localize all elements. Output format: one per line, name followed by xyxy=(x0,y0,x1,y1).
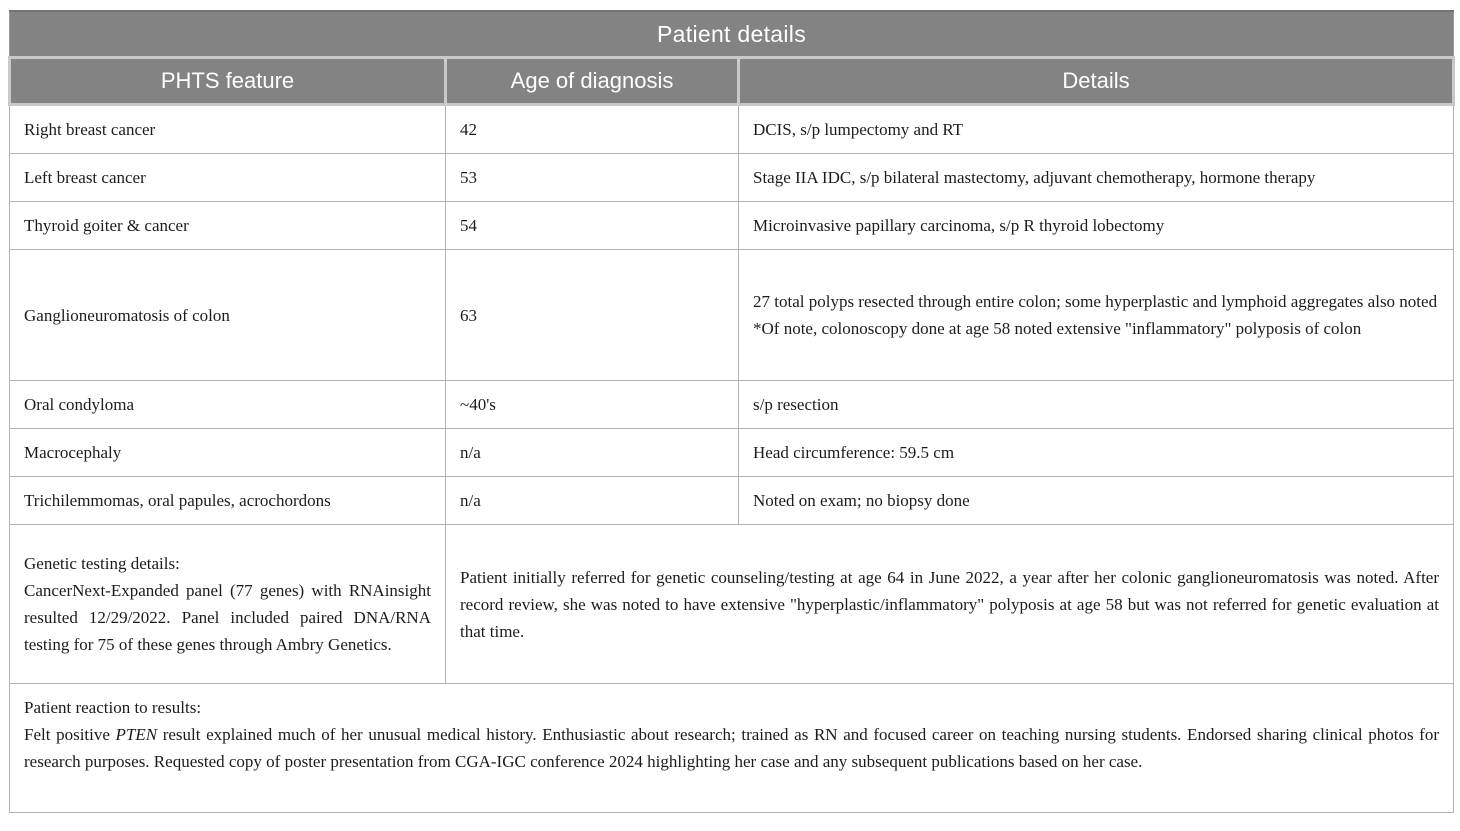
row-ganglioneuromatosis-of-colon: Ganglioneuromatosis of colon 63 27 total… xyxy=(9,249,1455,381)
feature-cell: Left breast cancer xyxy=(9,153,446,202)
feature-cell: Right breast cancer xyxy=(9,104,446,154)
details-cell: Noted on exam; no biopsy done xyxy=(737,476,1455,525)
details-cell: Head circumference: 59.5 cm xyxy=(737,428,1455,477)
column-header-row: PHTS feature Age of diagnosis Details xyxy=(8,56,1456,106)
genetic-testing-details-cell: Genetic testing details: CancerNext-Expa… xyxy=(9,524,446,684)
row-oral-condyloma: Oral condyloma ~40's s/p resection xyxy=(9,380,1455,429)
table-title-row: Patient details xyxy=(8,10,1455,59)
reaction-text-before-gene: Felt positive xyxy=(24,725,116,744)
row-left-breast-cancer: Left breast cancer 53 Stage IIA IDC, s/p… xyxy=(9,153,1455,202)
feature-cell: Trichilemmomas, oral papules, acrochordo… xyxy=(9,476,446,525)
col-header-age-of-diagnosis: Age of diagnosis xyxy=(444,56,740,106)
gene-name-pten: PTEN xyxy=(115,725,158,744)
table-title: Patient details xyxy=(8,10,1455,59)
patient-reaction-cell: Patient reaction to results: Felt positi… xyxy=(8,683,1455,813)
details-cell: Microinvasive papillary carcinoma, s/p R… xyxy=(737,201,1455,250)
age-cell: n/a xyxy=(445,428,739,477)
row-macrocephaly: Macrocephaly n/a Head circumference: 59.… xyxy=(9,428,1455,477)
age-cell: ~40's xyxy=(445,380,739,429)
feature-cell: Ganglioneuromatosis of colon xyxy=(9,249,446,381)
row-patient-reaction: Patient reaction to results: Felt positi… xyxy=(8,683,1455,813)
row-right-breast-cancer: Right breast cancer 42 DCIS, s/p lumpect… xyxy=(9,104,1455,154)
col-header-phts-feature: PHTS feature xyxy=(8,56,447,106)
age-cell: 42 xyxy=(445,104,739,154)
genetic-testing-referral-cell: Patient initially referred for genetic c… xyxy=(444,524,1455,684)
feature-cell: Oral condyloma xyxy=(9,380,446,429)
row-genetic-testing: Genetic testing details: CancerNext-Expa… xyxy=(9,524,1455,684)
row-thyroid-goiter-cancer: Thyroid goiter & cancer 54 Microinvasive… xyxy=(9,201,1455,250)
age-cell: n/a xyxy=(445,476,739,525)
details-cell: 27 total polyps resected through entire … xyxy=(737,249,1455,381)
col-header-details: Details xyxy=(736,56,1456,106)
patient-reaction-text: Felt positive PTEN result explained much… xyxy=(24,721,1439,775)
reaction-text-after-gene: result explained much of her unusual med… xyxy=(24,725,1440,771)
row-trichilemmomas: Trichilemmomas, oral papules, acrochordo… xyxy=(9,476,1455,525)
age-cell: 53 xyxy=(445,153,739,202)
feature-cell: Macrocephaly xyxy=(9,428,446,477)
age-cell: 63 xyxy=(445,249,739,381)
age-cell: 54 xyxy=(445,201,739,250)
details-cell: s/p resection xyxy=(737,380,1455,429)
details-cell: Stage IIA IDC, s/p bilateral mastectomy,… xyxy=(737,153,1455,202)
patient-details-table: Patient details PHTS feature Age of diag… xyxy=(8,10,1456,813)
details-cell: DCIS, s/p lumpectomy and RT xyxy=(737,104,1455,154)
feature-cell: Thyroid goiter & cancer xyxy=(9,201,446,250)
patient-reaction-label: Patient reaction to results: xyxy=(24,698,202,717)
